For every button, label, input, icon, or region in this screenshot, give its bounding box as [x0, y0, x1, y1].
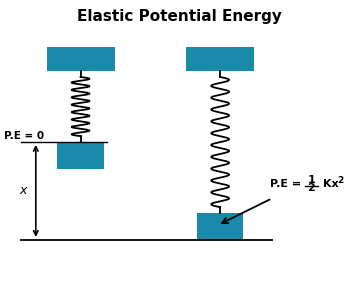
- Text: Kx: Kx: [323, 179, 339, 189]
- Text: P.E =: P.E =: [270, 179, 305, 189]
- Bar: [197, 213, 243, 240]
- Text: 2: 2: [308, 183, 315, 193]
- Bar: [186, 47, 254, 71]
- Text: 2: 2: [338, 176, 344, 185]
- Text: 1: 1: [308, 175, 315, 185]
- Bar: [57, 142, 104, 169]
- Text: P.E = 0: P.E = 0: [4, 131, 44, 141]
- Bar: [47, 47, 115, 71]
- Text: x: x: [20, 184, 27, 197]
- Text: Elastic Potential Energy: Elastic Potential Energy: [77, 9, 281, 24]
